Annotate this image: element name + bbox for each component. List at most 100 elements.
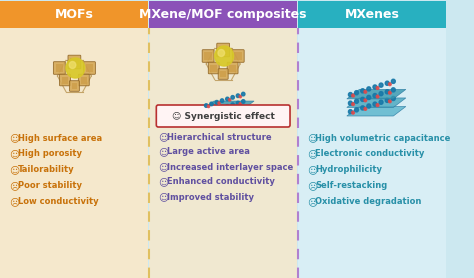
Text: ☺ Synergistic effect: ☺ Synergistic effect — [172, 111, 274, 120]
Circle shape — [352, 103, 355, 106]
Text: Poor stability: Poor stability — [18, 182, 82, 190]
Circle shape — [231, 103, 234, 106]
Text: ☹: ☹ — [9, 181, 19, 191]
FancyBboxPatch shape — [217, 43, 229, 57]
Circle shape — [204, 118, 208, 122]
Circle shape — [239, 103, 241, 105]
FancyBboxPatch shape — [229, 64, 236, 71]
Text: ☹: ☹ — [9, 197, 19, 207]
Circle shape — [367, 104, 371, 108]
Circle shape — [385, 81, 389, 85]
FancyBboxPatch shape — [227, 62, 238, 74]
Text: ☺: ☺ — [158, 192, 168, 202]
FancyBboxPatch shape — [149, 1, 297, 277]
Text: Increased interlayer space: Increased interlayer space — [167, 163, 293, 172]
Text: ☺: ☺ — [158, 147, 168, 157]
Circle shape — [218, 109, 220, 112]
FancyBboxPatch shape — [83, 62, 95, 74]
Circle shape — [242, 92, 245, 96]
Polygon shape — [203, 108, 254, 116]
FancyBboxPatch shape — [232, 50, 244, 62]
Circle shape — [210, 110, 213, 113]
Circle shape — [207, 113, 210, 115]
Circle shape — [228, 99, 231, 101]
Circle shape — [389, 91, 391, 94]
Text: ☺: ☺ — [158, 162, 168, 172]
Text: Self-restacking: Self-restacking — [316, 182, 388, 190]
Circle shape — [218, 102, 220, 104]
FancyBboxPatch shape — [68, 55, 81, 69]
FancyBboxPatch shape — [202, 50, 214, 62]
Circle shape — [228, 113, 231, 116]
FancyBboxPatch shape — [219, 46, 228, 54]
FancyBboxPatch shape — [60, 74, 71, 86]
Circle shape — [215, 46, 234, 66]
Circle shape — [226, 97, 229, 101]
Circle shape — [367, 87, 371, 91]
FancyBboxPatch shape — [149, 1, 297, 28]
Circle shape — [364, 99, 367, 102]
Circle shape — [355, 91, 358, 95]
Text: ☺: ☺ — [307, 149, 317, 159]
Text: ☺: ☺ — [9, 133, 19, 143]
Circle shape — [352, 111, 355, 114]
Circle shape — [392, 96, 395, 101]
Circle shape — [392, 88, 395, 92]
Circle shape — [231, 96, 234, 99]
Circle shape — [242, 107, 245, 111]
Circle shape — [379, 83, 383, 87]
Circle shape — [361, 106, 365, 110]
Circle shape — [69, 61, 76, 68]
Circle shape — [385, 90, 389, 94]
Circle shape — [228, 106, 231, 108]
Circle shape — [392, 79, 395, 83]
Text: ☺: ☺ — [307, 133, 317, 143]
FancyBboxPatch shape — [54, 62, 65, 74]
FancyBboxPatch shape — [204, 52, 212, 60]
Circle shape — [364, 90, 367, 93]
FancyBboxPatch shape — [0, 1, 148, 28]
Circle shape — [215, 108, 219, 111]
Circle shape — [236, 94, 240, 98]
Circle shape — [239, 95, 241, 98]
Polygon shape — [347, 106, 406, 116]
FancyBboxPatch shape — [208, 62, 219, 74]
Circle shape — [226, 105, 229, 108]
Circle shape — [348, 110, 352, 114]
FancyBboxPatch shape — [220, 71, 226, 77]
Text: ☹: ☹ — [307, 197, 317, 207]
Circle shape — [220, 99, 224, 102]
Circle shape — [361, 89, 365, 93]
Text: MOFs: MOFs — [55, 8, 94, 21]
Circle shape — [220, 106, 224, 110]
Text: Hierarchical structure: Hierarchical structure — [167, 133, 271, 142]
Circle shape — [373, 102, 377, 106]
Text: ☺: ☺ — [9, 149, 19, 159]
Polygon shape — [203, 101, 254, 109]
Polygon shape — [347, 90, 406, 99]
Circle shape — [239, 110, 241, 113]
Circle shape — [207, 120, 210, 122]
Circle shape — [373, 93, 377, 98]
FancyBboxPatch shape — [235, 52, 242, 60]
Circle shape — [385, 98, 389, 102]
Circle shape — [376, 104, 379, 106]
Text: ☺: ☺ — [158, 132, 168, 142]
Text: High porosity: High porosity — [18, 150, 82, 158]
Circle shape — [66, 58, 85, 78]
Circle shape — [215, 100, 219, 104]
Text: Electronic conductivity: Electronic conductivity — [316, 150, 425, 158]
Circle shape — [236, 109, 240, 112]
Text: Hydrophilicity: Hydrophilicity — [316, 165, 383, 175]
Circle shape — [215, 115, 219, 119]
FancyBboxPatch shape — [218, 69, 228, 79]
FancyBboxPatch shape — [55, 64, 63, 72]
FancyBboxPatch shape — [62, 76, 68, 83]
FancyBboxPatch shape — [298, 1, 446, 28]
Circle shape — [226, 112, 229, 116]
Polygon shape — [347, 98, 406, 108]
Circle shape — [348, 93, 352, 97]
FancyBboxPatch shape — [0, 1, 148, 277]
Circle shape — [348, 101, 352, 105]
Text: Improved stability: Improved stability — [167, 192, 254, 202]
